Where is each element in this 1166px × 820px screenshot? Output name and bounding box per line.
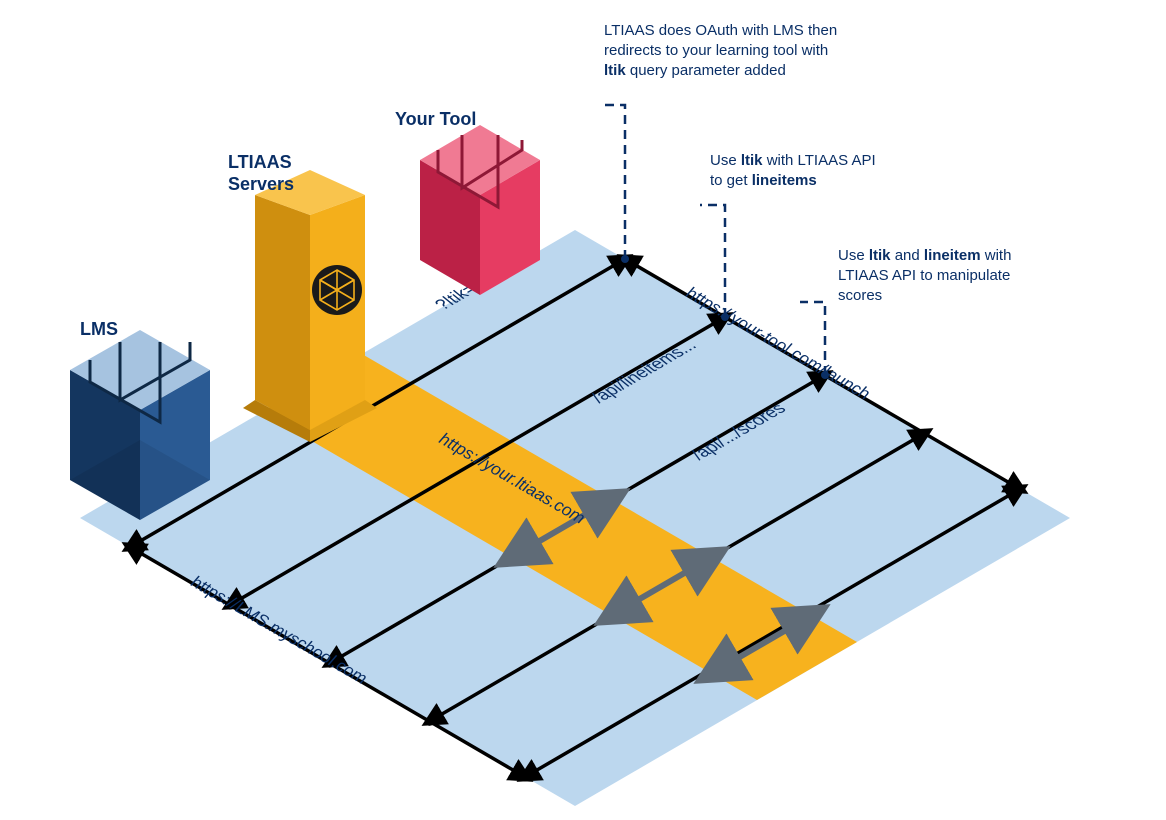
svg-text:LTIAAS does OAuth with LMS the: LTIAAS does OAuth with LMS then <box>604 22 837 39</box>
svg-text:redirects to your learning too: redirects to your learning tool with <box>604 42 828 59</box>
lms-box <box>70 330 210 520</box>
lms-title: LMS <box>80 319 118 339</box>
servers-title-2: Servers <box>228 174 294 194</box>
svg-text:scores: scores <box>838 287 882 304</box>
svg-text:Use ltik with LTIAAS API: Use ltik with LTIAAS API <box>710 152 876 169</box>
tool-box <box>420 125 540 295</box>
svg-text:ltik query parameter added: ltik query parameter added <box>604 62 786 79</box>
tool-title: Your Tool <box>395 109 476 129</box>
svg-text:Use ltik and lineitem with: Use ltik and lineitem with <box>838 247 1011 264</box>
svg-text:to get lineitems: to get lineitems <box>710 172 817 189</box>
servers-title-1: LTIAAS <box>228 152 292 172</box>
callout-1: LTIAAS does OAuth with LMS then redirect… <box>604 22 837 79</box>
svg-text:LTIAAS API to manipulate: LTIAAS API to manipulate <box>838 267 1010 284</box>
ltiaas-server <box>243 170 377 442</box>
callout-2: Use ltik with LTIAAS API to get lineitem… <box>710 152 876 189</box>
callout-3: Use ltik and lineitem with LTIAAS API to… <box>838 247 1011 304</box>
